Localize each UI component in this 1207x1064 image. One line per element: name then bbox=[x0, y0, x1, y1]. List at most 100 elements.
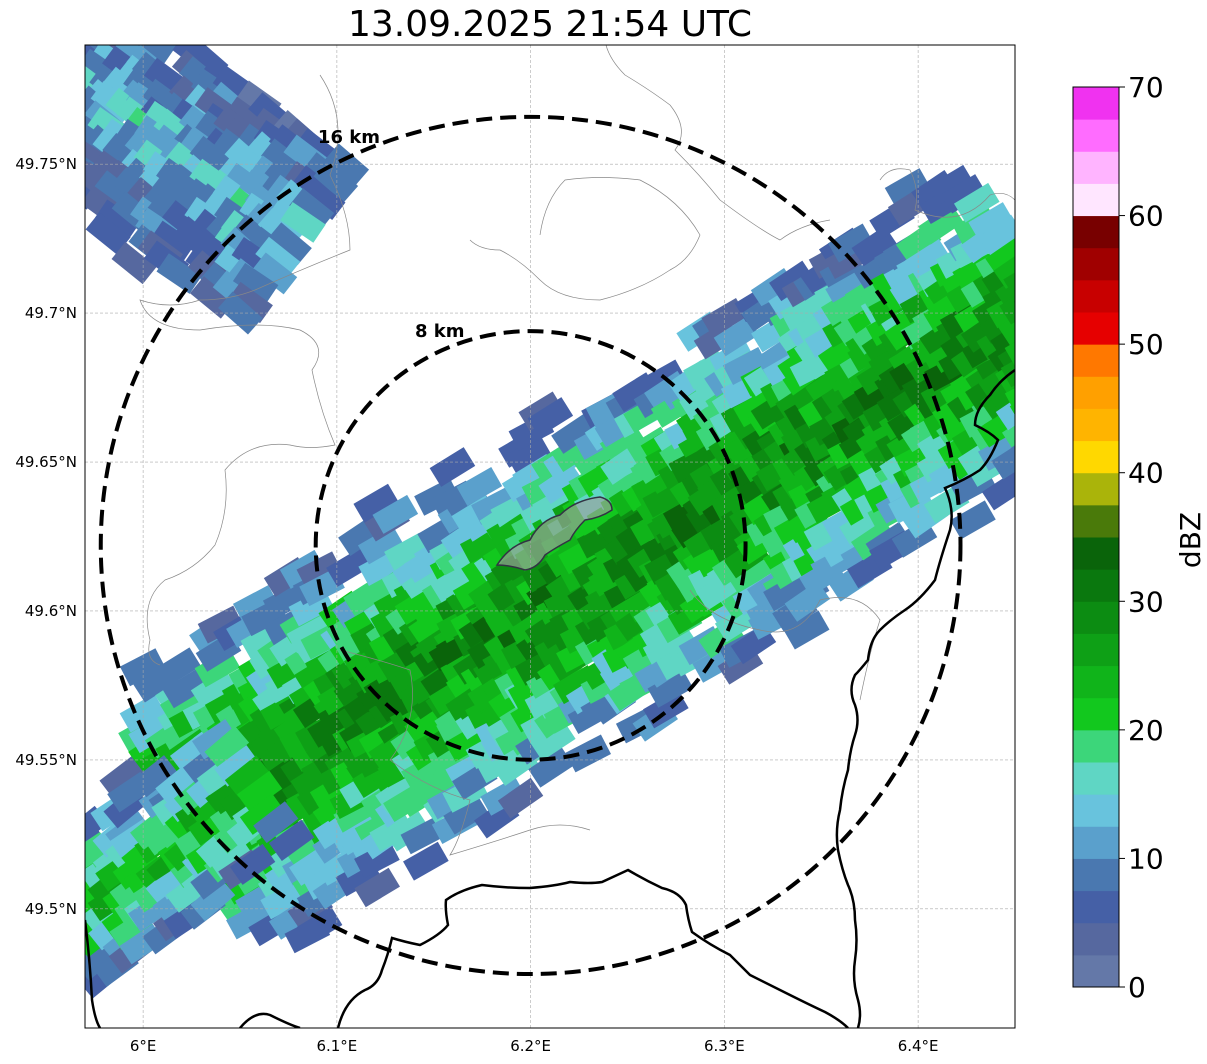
colorbar-label: dBZ bbox=[1174, 512, 1207, 568]
reflectivity-bin bbox=[296, 906, 343, 946]
reflectivity-bin bbox=[357, 525, 404, 565]
colorbar-swatch bbox=[1073, 697, 1119, 731]
commune-boundary bbox=[469, 177, 701, 301]
colorbar-tick-label: 30 bbox=[1128, 585, 1164, 618]
reflectivity-bin bbox=[326, 547, 372, 587]
reflectivity-bin bbox=[353, 483, 400, 523]
boundary-lines bbox=[85, 45, 1015, 1028]
reflectivity-bin bbox=[131, 45, 177, 64]
reflectivity-bin bbox=[190, 668, 237, 709]
reflectivity-bin bbox=[21, 105, 66, 146]
reflectivity-bin bbox=[227, 281, 273, 324]
reflectivity-bin bbox=[471, 486, 517, 525]
commune-boundary bbox=[605, 45, 831, 241]
colorbar-tick-label: 50 bbox=[1128, 328, 1164, 361]
range-rings bbox=[98, 114, 963, 977]
reflectivity-bin bbox=[286, 615, 333, 654]
reflectivity-bin bbox=[528, 747, 574, 788]
reflectivity-bin bbox=[156, 253, 202, 294]
commune-boundary bbox=[339, 649, 591, 856]
reflectivity-bin bbox=[1016, 316, 1062, 356]
reflectivity-bin bbox=[354, 840, 400, 879]
reflectivity-bin bbox=[232, 262, 279, 304]
reflectivity-bin bbox=[950, 500, 996, 540]
reflectivity-bin bbox=[1000, 348, 1015, 388]
reflectivity-bin bbox=[1002, 410, 1015, 452]
reflectivity-bin bbox=[981, 470, 1015, 511]
national-border bbox=[336, 868, 849, 1028]
reflectivity-bin bbox=[116, 0, 161, 28]
colorbar-swatch bbox=[1073, 633, 1119, 667]
commune-boundary bbox=[879, 168, 1015, 218]
lon-tick-label: 6°E bbox=[130, 1037, 157, 1055]
reflectivity-bin bbox=[34, 855, 79, 896]
reflectivity-bin bbox=[255, 236, 301, 279]
colorbar-tick-label: 10 bbox=[1128, 842, 1164, 875]
reflectivity-bin bbox=[429, 447, 476, 487]
colorbar-swatch bbox=[1073, 119, 1119, 152]
reflectivity-bin bbox=[991, 439, 1015, 480]
colorbar-swatch bbox=[1073, 376, 1119, 409]
reflectivity-bin bbox=[239, 793, 286, 835]
reflectivity-bin bbox=[827, 223, 874, 263]
lon-tick-label: 6.1°E bbox=[316, 1037, 357, 1055]
colorbar-swatch bbox=[1073, 247, 1119, 281]
colorbar-swatch bbox=[1073, 504, 1119, 538]
colorbar-swatch bbox=[1073, 922, 1119, 956]
colorbar-swatch bbox=[1073, 87, 1119, 120]
reflectivity-bin bbox=[224, 755, 270, 798]
reflectivity-bin bbox=[1014, 423, 1015, 463]
reflectivity-bin bbox=[994, 268, 1015, 310]
national-border bbox=[85, 919, 102, 1028]
colorbar-swatch bbox=[1073, 472, 1119, 506]
colorbar-tick-label: 0 bbox=[1128, 971, 1146, 1004]
reflectivity-bin bbox=[403, 841, 449, 881]
colorbar-tick-label: 40 bbox=[1128, 457, 1164, 490]
reflectivity-bin bbox=[708, 338, 755, 378]
map-plot-area bbox=[0, 0, 1078, 1028]
colorbar-swatch bbox=[1073, 312, 1119, 345]
reflectivity-bin bbox=[32, 109, 77, 150]
reflectivity-bin bbox=[354, 867, 400, 908]
colorbar-swatch bbox=[1073, 344, 1119, 377]
reflectivity-bin bbox=[214, 745, 260, 787]
reflectivity-bin bbox=[119, 693, 166, 733]
reflectivity-bin bbox=[953, 182, 1000, 223]
reflectivity-bin bbox=[85, 94, 88, 138]
reflectivity-bin bbox=[268, 819, 315, 861]
colorbar: 0 10 20 30 40 50 60 70 dBZ bbox=[1072, 71, 1207, 1004]
reflectivity-bin bbox=[726, 554, 773, 595]
reflectivity-bin bbox=[237, 770, 283, 813]
reflectivity-bin bbox=[1019, 448, 1064, 488]
reflectivity-bin bbox=[150, 220, 196, 262]
reflectivity-bin bbox=[1028, 420, 1074, 459]
colorbar-frame bbox=[1072, 86, 1120, 988]
reflectivity-bin bbox=[1014, 305, 1015, 344]
reflectivity-bin bbox=[162, 668, 209, 709]
colorbar-swatch bbox=[1073, 601, 1119, 634]
reflectivity-bin bbox=[551, 413, 597, 454]
reflectivity-bin bbox=[1016, 345, 1062, 383]
reflectivity-bin bbox=[1010, 425, 1015, 467]
reflectivity-bin bbox=[253, 801, 299, 844]
map-title: 13.09.2025 21:54 UTC bbox=[347, 4, 753, 45]
reflectivity-bin bbox=[530, 720, 576, 761]
reflectivity-bin bbox=[119, 648, 166, 687]
reflectivity-bin bbox=[39, 915, 84, 957]
reflectivity-bin bbox=[1024, 403, 1069, 444]
national-border bbox=[239, 1012, 301, 1028]
colorbar-swatch bbox=[1073, 537, 1119, 570]
reflectivity-bin bbox=[1025, 354, 1071, 393]
reflectivity-bin bbox=[296, 551, 343, 590]
reflectivity-bin bbox=[0, 855, 43, 897]
colorbar-swatch bbox=[1073, 794, 1119, 827]
range-ring-label: 8 km bbox=[415, 321, 465, 342]
reflectivity-bin bbox=[995, 389, 1015, 431]
lat-tick-label: 49.55°N bbox=[15, 751, 77, 769]
reflectivity-bin bbox=[651, 623, 697, 665]
reflectivity-bin bbox=[713, 316, 760, 357]
reflectivity-bin bbox=[300, 178, 346, 220]
reflectivity-bin bbox=[1032, 331, 1078, 371]
reflectivity-bin bbox=[480, 776, 527, 816]
colorbar-swatch bbox=[1073, 408, 1119, 442]
